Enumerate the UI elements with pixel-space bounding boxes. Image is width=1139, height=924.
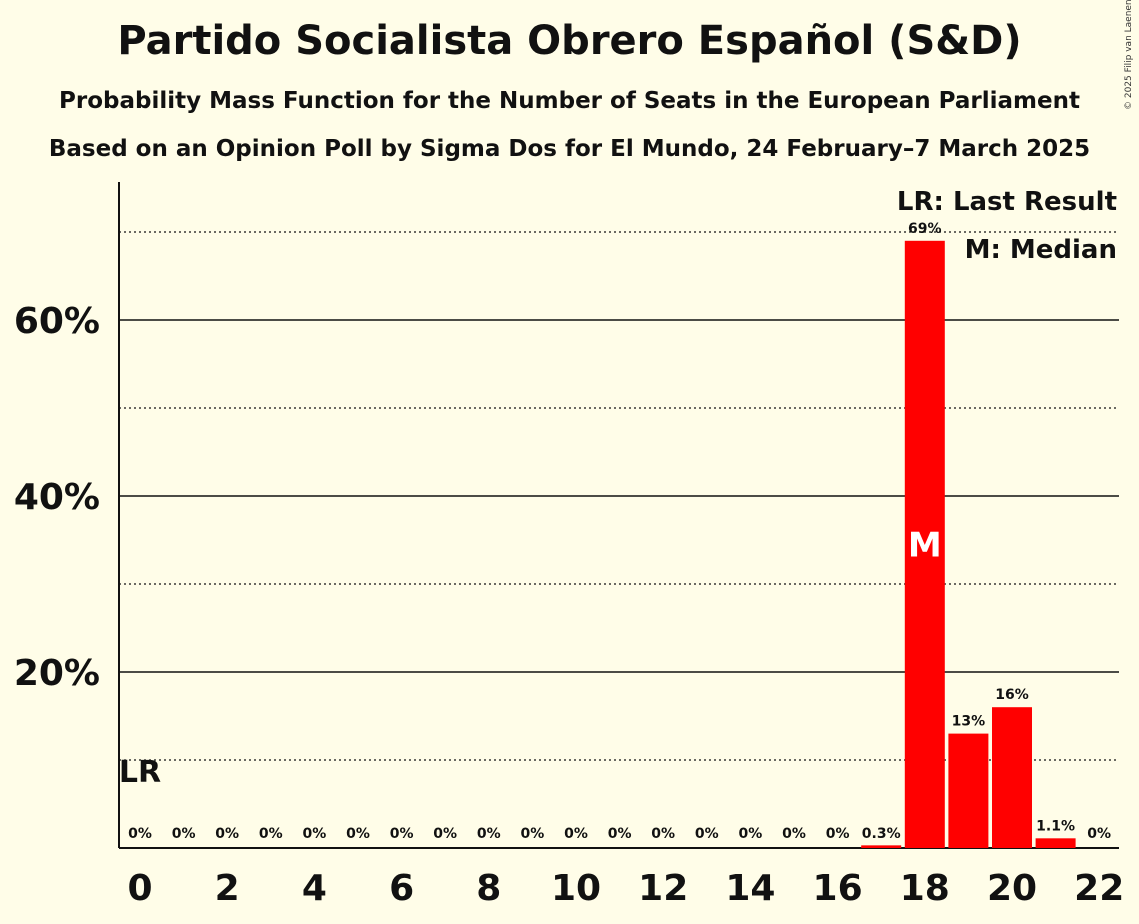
chart-subtitle-source: Based on an Opinion Poll by Sigma Dos fo… [48,136,1091,162]
bar-value-label: 0% [564,826,588,842]
x-tick-label: 4 [302,868,327,909]
x-tick-label: 18 [900,868,950,909]
legend-entry: LR: Last Result [897,187,1117,217]
legend-entry: M: Median [965,235,1117,265]
bar [1035,838,1076,848]
bar-value-label: 0% [826,826,850,842]
bar-value-label: 0% [695,826,719,842]
y-tick-label: 60% [14,301,100,342]
bar-value-label: 1.1% [1036,818,1075,834]
bar-value-label: 0% [782,826,806,842]
last-result-marker: LR [119,755,161,790]
x-tick-label: 14 [725,868,775,909]
y-tick-label: 20% [14,653,100,694]
bar-value-label: 0% [303,826,327,842]
chart-subtitle: Probability Mass Function for the Number… [59,88,1080,114]
bar-value-label: 0% [1087,826,1111,842]
bar [861,845,902,848]
bar-value-label: 0% [215,826,239,842]
bar [948,733,989,848]
bar-value-label: 0% [433,826,457,842]
bar-value-label: 0% [390,826,414,842]
bar-value-label: 0% [259,826,283,842]
x-tick-label: 0 [127,868,152,909]
x-tick-label: 6 [389,868,414,909]
x-tick-label: 16 [813,868,863,909]
bar-value-label: 16% [995,687,1029,703]
bar-value-label: 0% [739,826,763,842]
x-tick-label: 10 [551,868,601,909]
y-tick-label: 40% [14,477,100,518]
bar-value-label: 0.3% [862,826,901,842]
bar-value-label: 0% [521,826,545,842]
bar [992,707,1032,848]
bar-value-label: 0% [346,826,370,842]
x-tick-label: 8 [476,868,501,909]
bar-value-label: 13% [952,714,986,730]
chart-title: Partido Socialista Obrero Español (S&D) [117,18,1022,64]
bar-value-label: 0% [477,826,501,842]
x-tick-label: 12 [638,868,688,909]
x-tick-label: 20 [987,868,1037,909]
bar-value-label: 69% [908,221,942,237]
bar-value-label: 0% [651,826,675,842]
bar-value-label: 0% [608,826,632,842]
x-tick-label: 22 [1074,868,1124,909]
bar-value-label: 0% [128,826,152,842]
x-tick-label: 2 [215,868,240,909]
median-marker: M [908,525,942,565]
bar-value-label: 0% [172,826,196,842]
bar [904,240,945,849]
